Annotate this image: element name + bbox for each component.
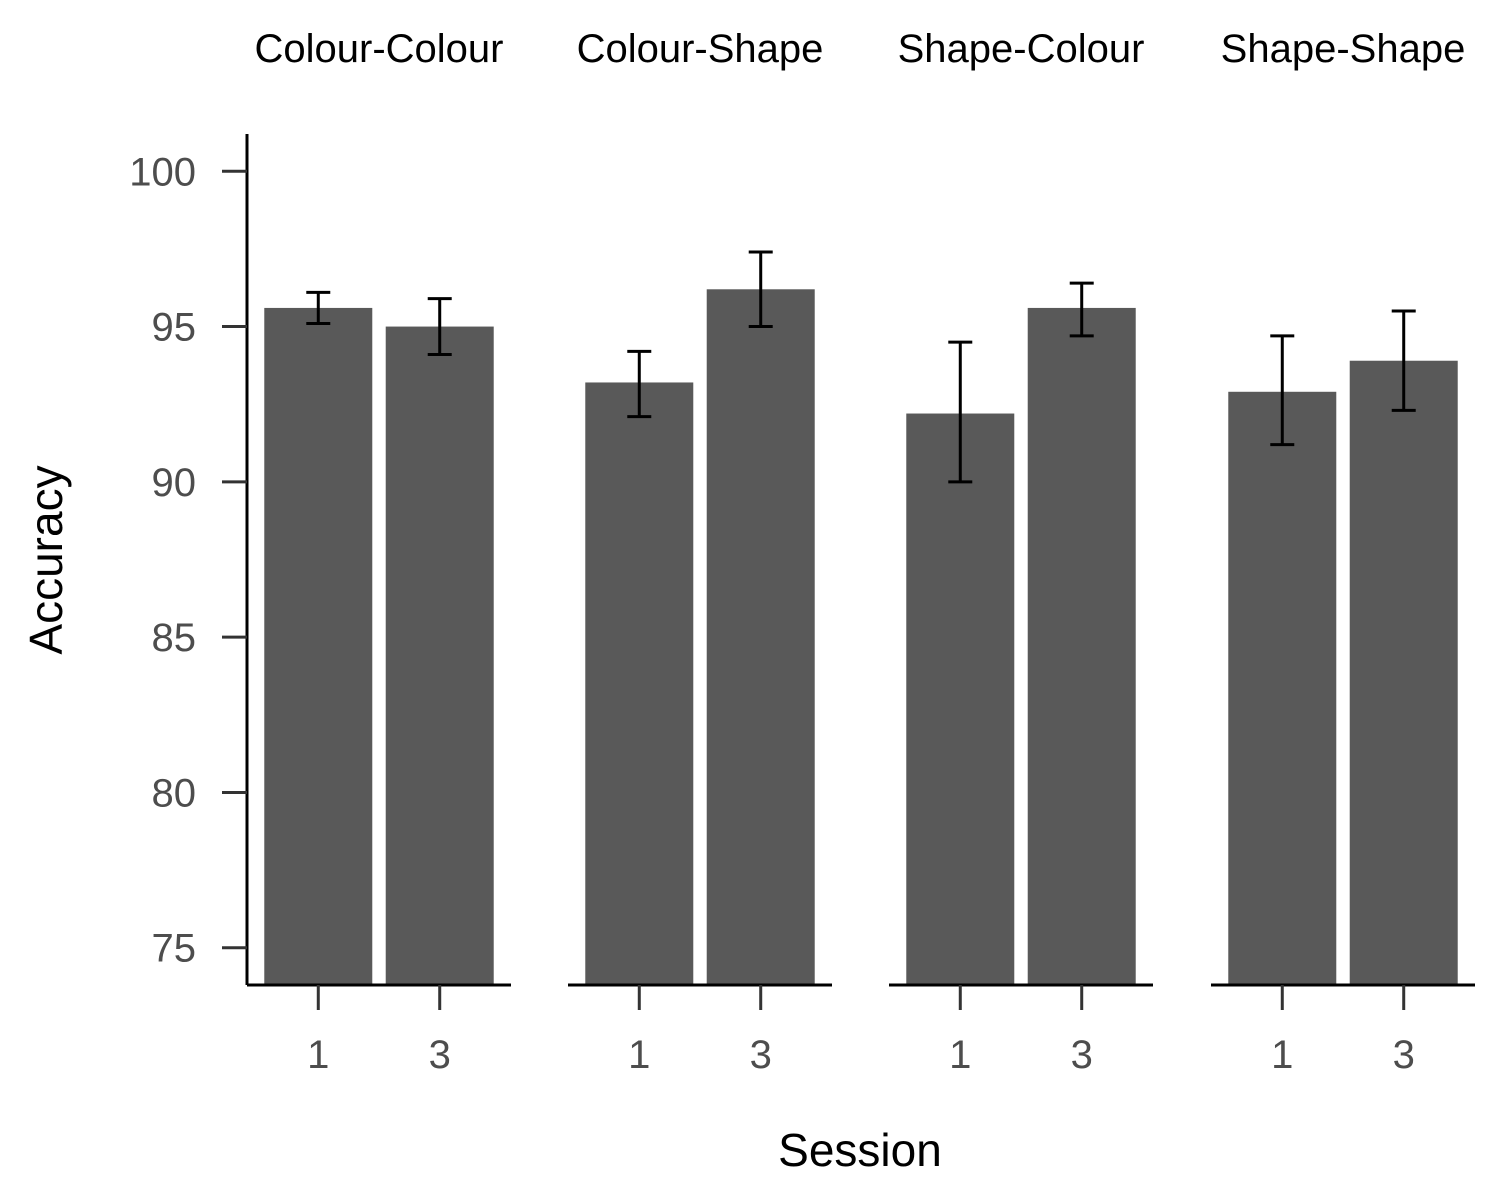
y-axis: 75 80 85 90 95 100 — [129, 134, 249, 985]
panel-title: Shape-Colour — [898, 27, 1145, 71]
error-bar — [748, 250, 773, 329]
x-tick-label: 1 — [949, 1033, 971, 1077]
error-bar — [1069, 281, 1094, 338]
x-tick-label: 3 — [429, 1033, 451, 1077]
bar — [706, 289, 815, 985]
error-bar — [948, 340, 973, 484]
bar — [585, 382, 694, 985]
panel-colour-colour: Colour-Colour 1 3 — [247, 27, 511, 1077]
x-tick-label: 3 — [1071, 1033, 1093, 1077]
y-tick-label: 75 — [152, 927, 197, 971]
error-bar — [306, 290, 331, 325]
bar — [264, 307, 373, 985]
error-bar — [627, 349, 652, 419]
bar — [1228, 391, 1337, 985]
x-tick-label: 3 — [750, 1033, 772, 1077]
bar — [385, 326, 494, 986]
y-axis-title: Accuracy — [20, 465, 72, 654]
x-axis-title: Session — [778, 1124, 942, 1176]
y-tick-label: 95 — [152, 306, 197, 350]
panel-title: Shape-Shape — [1221, 27, 1466, 71]
y-tick-label: 85 — [152, 616, 197, 660]
x-tick-label: 3 — [1393, 1033, 1415, 1077]
x-tick-label: 1 — [1271, 1033, 1293, 1077]
panel-shape-shape: Shape-Shape 1 3 — [1211, 27, 1475, 1077]
error-bar — [427, 297, 452, 357]
y-tick-label: 100 — [129, 150, 196, 194]
error-bar — [1270, 334, 1295, 447]
bar — [906, 413, 1015, 986]
y-tick-label: 80 — [152, 771, 197, 815]
panel-shape-colour: Shape-Colour 1 3 — [889, 27, 1153, 1077]
panel-title: Colour-Colour — [255, 27, 504, 71]
panel-title: Colour-Shape — [577, 27, 824, 71]
error-bar — [1391, 309, 1416, 412]
bar — [1349, 360, 1458, 985]
x-tick-label: 1 — [628, 1033, 650, 1077]
x-tick-label: 1 — [307, 1033, 329, 1077]
panel-colour-shape: Colour-Shape 1 3 — [568, 27, 832, 1077]
bar — [1027, 307, 1136, 985]
y-tick-label: 90 — [152, 461, 197, 505]
